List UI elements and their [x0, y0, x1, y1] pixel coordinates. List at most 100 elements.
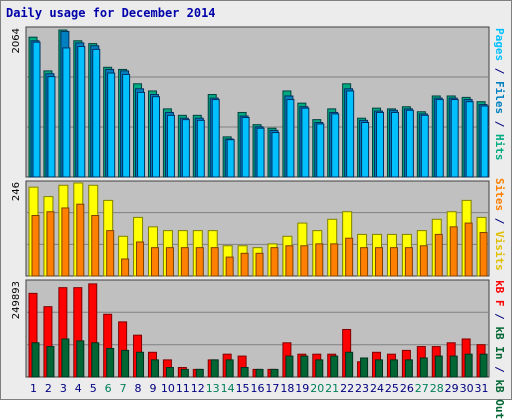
day-label-26: 26: [400, 382, 414, 395]
bar-pages-day-5: [92, 48, 101, 178]
bar-kb-in-day-19: [300, 355, 309, 378]
day-label-28: 28: [430, 382, 444, 395]
legend-bot-part-1: kB F: [493, 280, 506, 307]
bar-pages-day-21: [331, 113, 340, 178]
day-label-19: 19: [295, 382, 309, 395]
bar-kb-in-day-22: [345, 351, 354, 378]
bar-kb-in-day-27: [419, 357, 428, 378]
mid-max-label: 246: [11, 182, 22, 202]
bar-sites-day-15: [240, 252, 249, 277]
bar-kb-in-day-18: [285, 355, 294, 378]
bar-pages-day-22: [346, 90, 355, 178]
bar-kb-in-day-8: [136, 351, 145, 378]
bar-sites-day-7: [121, 258, 130, 277]
bar-pages-day-7: [122, 73, 131, 178]
bar-kb-in-day-15: [240, 366, 249, 378]
day-label-5: 5: [90, 382, 97, 395]
day-label-4: 4: [75, 382, 82, 395]
bar-sites-day-13: [210, 247, 219, 277]
bar-kb-in-day-11: [180, 368, 189, 378]
day-label-17: 17: [265, 382, 279, 395]
bar-kb-in-day-21: [330, 355, 339, 378]
top-max-label: 2064: [11, 28, 22, 54]
bar-sites-day-10: [165, 247, 174, 277]
day-label-23: 23: [355, 382, 369, 395]
bar-sites-day-19: [300, 245, 309, 277]
bar-pages-day-11: [181, 119, 190, 178]
bar-kb-in-day-28: [434, 355, 443, 378]
bar-pages-day-31: [480, 105, 489, 178]
day-label-16: 16: [251, 382, 265, 395]
bar-pages-day-23: [361, 122, 370, 178]
mid-legend: Sites / Visits: [493, 178, 506, 271]
bar-sites-day-1: [31, 215, 40, 277]
bar-sites-day-6: [106, 230, 115, 277]
bar-kb-in-day-24: [375, 359, 384, 378]
bar-kb-in-day-5: [91, 342, 100, 378]
bar-pages-day-30: [465, 101, 474, 178]
bar-pages-day-8: [137, 91, 146, 178]
bar-sites-day-5: [91, 215, 100, 277]
legend-bot-part-2: /: [493, 306, 506, 327]
legend-top-part-4: /: [493, 114, 506, 134]
day-label-27: 27: [415, 382, 429, 395]
bar-pages-day-19: [301, 107, 310, 178]
legend-bot-part-4: /: [493, 359, 506, 380]
bar-pages-day-27: [420, 114, 429, 178]
bar-pages-day-29: [450, 99, 459, 178]
bar-pages-day-14: [226, 139, 235, 178]
bar-kb-in-day-2: [46, 346, 55, 378]
bar-kb-in-day-7: [121, 349, 130, 378]
chart-title: Daily usage for December 2014: [6, 6, 216, 20]
day-label-15: 15: [236, 382, 250, 395]
day-label-7: 7: [120, 382, 127, 395]
bar-kb-in-day-9: [150, 359, 159, 378]
bar-pages-day-1: [32, 41, 41, 178]
bar-kb-in-day-23: [360, 357, 369, 378]
day-label-21: 21: [325, 382, 339, 395]
bar-sites-day-17: [270, 247, 279, 277]
bar-pages-day-4: [77, 45, 86, 178]
bar-kb-in-day-16: [255, 368, 264, 378]
bar-sites-day-9: [150, 247, 159, 277]
day-label-13: 13: [206, 382, 220, 395]
bar-pages-day-6: [107, 72, 116, 178]
bar-pages-day-26: [405, 109, 414, 178]
bar-sites-day-8: [136, 241, 145, 277]
bar-kb-in-day-31: [479, 353, 488, 378]
bar-kb-in-day-25: [389, 359, 398, 378]
bar-sites-day-4: [76, 203, 85, 277]
bar-pages-day-17: [271, 132, 280, 178]
bar-kb-in-day-13: [210, 359, 219, 378]
bar-sites-day-24: [375, 247, 384, 277]
bar-kb-in-day-12: [195, 368, 204, 378]
day-label-3: 3: [60, 382, 67, 395]
bar-pages-day-3: [62, 47, 71, 178]
bar-sites-day-11: [180, 247, 189, 277]
legend-top-part-5: Hits: [493, 134, 506, 161]
day-label-10: 10: [161, 382, 175, 395]
bar-sites-day-31: [479, 232, 488, 277]
bar-pages-day-9: [151, 96, 160, 178]
legend-top-part-1: Pages: [493, 28, 506, 62]
bar-kb-in-day-29: [449, 355, 458, 378]
legend-mid-part-3: Visits: [493, 231, 506, 271]
bar-kb-in-day-17: [270, 368, 279, 378]
bar-kb-in-day-1: [31, 342, 40, 378]
bar-sites-day-26: [404, 247, 413, 277]
bar-pages-day-2: [47, 76, 56, 178]
bar-pages-day-13: [211, 99, 220, 178]
day-label-1: 1: [30, 382, 37, 395]
day-label-8: 8: [135, 382, 142, 395]
bar-pages-day-24: [376, 111, 385, 178]
bar-kb-in-day-30: [464, 353, 473, 378]
bar-kb-in-day-10: [165, 366, 174, 378]
day-label-12: 12: [191, 382, 205, 395]
bar-sites-day-12: [195, 247, 204, 277]
bar-pages-day-25: [390, 111, 399, 178]
bar-pages-day-15: [241, 116, 250, 178]
day-label-6: 6: [105, 382, 112, 395]
bar-sites-day-27: [419, 245, 428, 277]
bar-sites-day-2: [46, 211, 55, 277]
day-label-30: 30: [460, 382, 474, 395]
